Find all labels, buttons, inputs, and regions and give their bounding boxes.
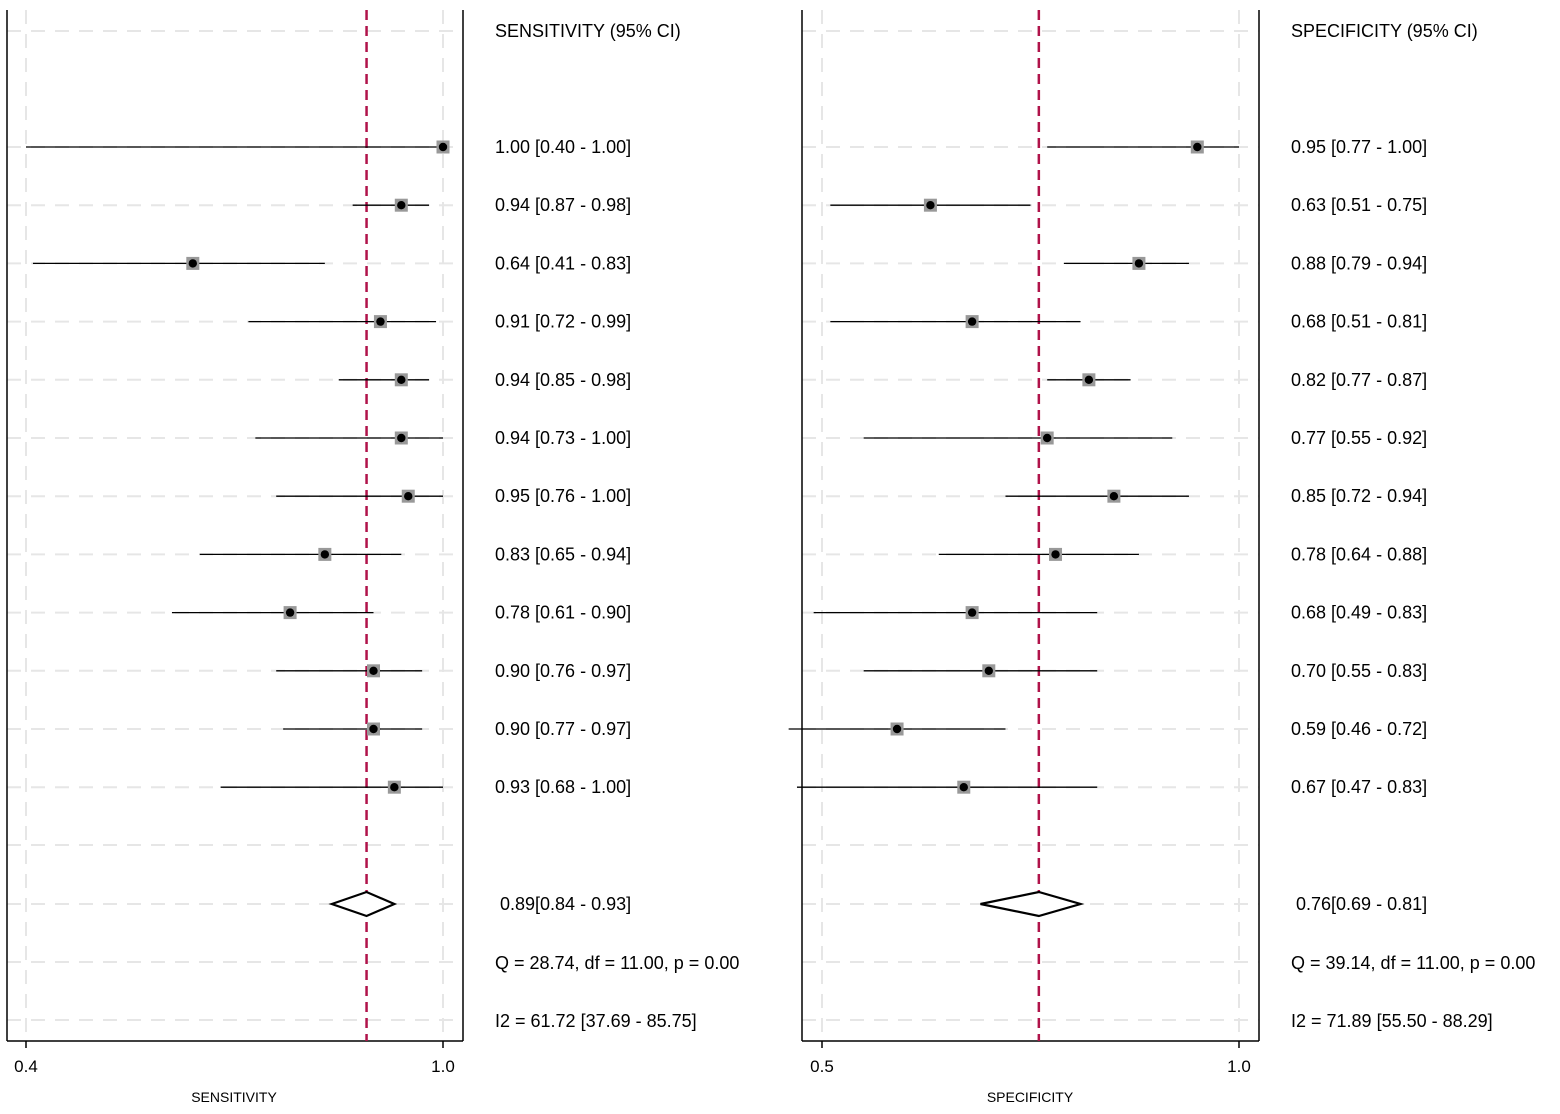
sensitivity-study-label: 0.90 [0.76 - 0.97] [495, 661, 631, 681]
sensitivity-pooled-label: 0.89[0.84 - 0.93] [500, 894, 631, 914]
sensitivity-study-point [397, 433, 406, 443]
specificity-column-header: SPECIFICITY (95% CI) [1291, 21, 1478, 41]
sensitivity-study-point [376, 317, 385, 326]
sensitivity-study-point [320, 550, 330, 559]
specificity-study-point [1193, 142, 1202, 152]
sensitivity-study-label: 0.94 [0.87 - 0.98] [495, 195, 631, 215]
sensitivity-study-label: 0.94 [0.73 - 1.00] [495, 428, 631, 448]
sensitivity-tick-min: 0.4 [14, 1057, 38, 1076]
specificity-study-label: 0.77 [0.55 - 0.92] [1291, 428, 1427, 448]
specificity-pooled-label: 0.76[0.69 - 0.81] [1296, 894, 1427, 914]
sensitivity-study-label: 1.00 [0.40 - 1.00] [495, 137, 631, 157]
specificity-plot-area [801, 10, 1260, 1048]
sensitivity-study-point [188, 259, 197, 268]
specificity-study-point [967, 608, 977, 617]
specificity-tick-max: 1.0 [1227, 1057, 1251, 1076]
sensitivity-study-label: 0.93 [0.68 - 1.00] [495, 777, 631, 797]
sensitivity-axis-label: SENSITIVITY [191, 1089, 277, 1105]
sensitivity-study-label: 0.78 [0.61 - 0.90] [495, 603, 631, 623]
specificity-pooled-diamond [980, 890, 1085, 918]
sensitivity-study-point [397, 201, 406, 210]
specificity-study-label: 0.59 [0.46 - 0.72] [1291, 719, 1427, 739]
sensitivity-heterogeneity-i2: I2 = 61.72 [37.69 - 85.75] [495, 1011, 697, 1031]
specificity-study-point [1084, 375, 1094, 384]
specificity-study-label: 0.63 [0.51 - 0.75] [1291, 195, 1427, 215]
specificity-study-label: 0.78 [0.64 - 0.88] [1291, 544, 1427, 564]
specificity-study-label: 0.68 [0.49 - 0.83] [1291, 603, 1427, 623]
sensitivity-study-label: 0.64 [0.41 - 0.83] [495, 253, 631, 273]
sensitivity-study-point [390, 783, 399, 792]
specificity-study-label: 0.82 [0.77 - 0.87] [1291, 370, 1427, 390]
specificity-study-point [1051, 550, 1060, 559]
sensitivity-study-label: 0.91 [0.72 - 0.99] [495, 312, 631, 332]
sensitivity-heterogeneity-q: Q = 28.74, df = 11.00, p = 0.00 [495, 953, 739, 973]
specificity-study-point [892, 724, 902, 734]
sensitivity-study-label: 0.95 [0.76 - 1.00] [495, 486, 631, 506]
specificity-study-label: 0.68 [0.51 - 0.81] [1291, 312, 1427, 332]
sensitivity-plot-area [6, 10, 464, 1048]
specificity-heterogeneity-i2: I2 = 71.89 [55.50 - 88.29] [1291, 1011, 1493, 1031]
sensitivity-study-point [369, 666, 378, 675]
specificity-axis-label: SPECIFICITY [987, 1089, 1074, 1105]
sensitivity-tick-max: 1.0 [431, 1057, 455, 1076]
specificity-study-point [959, 783, 968, 792]
specificity-study-label: 0.88 [0.79 - 0.94] [1291, 253, 1427, 273]
sensitivity-study-point [438, 142, 448, 152]
sensitivity-study-label: 0.94 [0.85 - 0.98] [495, 370, 631, 390]
specificity-study-point [926, 201, 935, 210]
sensitivity-study-point [397, 375, 406, 384]
specificity-study-point [1109, 492, 1119, 501]
specificity-panel: SPECIFICITY (95% CI) SPECIFICITY 0.5 1.0… [788, 10, 1535, 1105]
specificity-study-point [1042, 433, 1052, 443]
specificity-study-label: 0.70 [0.55 - 0.83] [1291, 661, 1427, 681]
specificity-study-point [1134, 259, 1144, 268]
sensitivity-study-point [369, 724, 378, 734]
sensitivity-pooled-diamond [328, 890, 398, 918]
specificity-study-label: 0.95 [0.77 - 1.00] [1291, 137, 1427, 157]
sensitivity-study-label: 0.90 [0.77 - 0.97] [495, 719, 631, 739]
sensitivity-study-point [404, 492, 413, 501]
sensitivity-column-header: SENSITIVITY (95% CI) [495, 21, 681, 41]
specificity-study-point [984, 666, 993, 675]
specificity-study-point [967, 317, 977, 326]
sensitivity-study-point [285, 608, 295, 617]
sensitivity-study-label: 0.83 [0.65 - 0.94] [495, 544, 631, 564]
specificity-tick-min: 0.5 [810, 1057, 834, 1076]
specificity-study-label: 0.85 [0.72 - 0.94] [1291, 486, 1427, 506]
sensitivity-panel: SENSITIVITY (95% CI) SENSITIVITY 0.4 1.0… [6, 10, 739, 1105]
specificity-study-label: 0.67 [0.47 - 0.83] [1291, 777, 1427, 797]
specificity-heterogeneity-q: Q = 39.14, df = 11.00, p = 0.00 [1291, 953, 1535, 973]
